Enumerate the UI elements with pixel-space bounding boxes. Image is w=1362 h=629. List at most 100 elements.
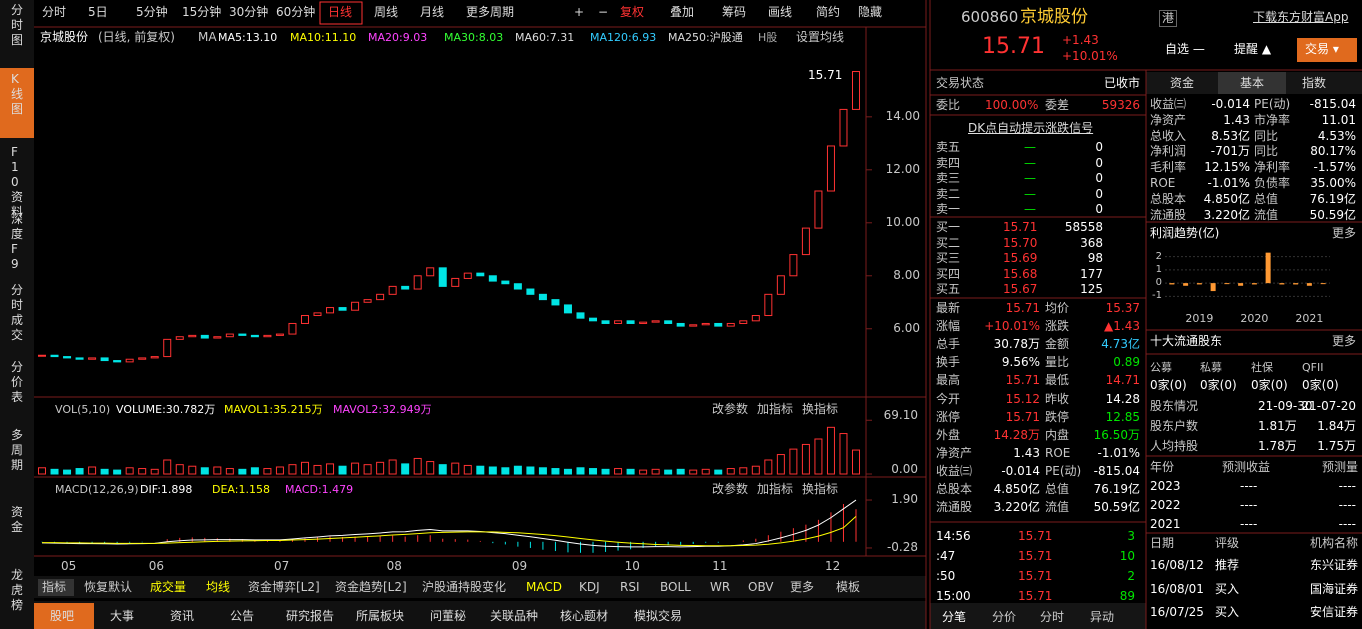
indicator-tab[interactable]: 成交量 [150,580,187,594]
nav-tab[interactable]: 问董秘 [430,609,467,623]
period-button[interactable]: 30分钟 [229,5,269,19]
info-tab[interactable]: 基本 [1240,76,1265,90]
value: 11.01 [1321,112,1356,127]
download-link[interactable]: 下载东方财富App [1253,10,1349,24]
nav-tab[interactable]: 关联品种 [490,609,539,623]
indicator-tab[interactable]: 更多 [790,580,815,594]
period-button[interactable]: 月线 [420,5,445,19]
indicator-tab[interactable]: 资金趋势[L2] [335,580,407,594]
indicator-tab[interactable]: 资金博弈[L2] [248,580,320,594]
period-button[interactable]: 周线 [374,5,399,19]
info-tab[interactable]: 指数 [1302,76,1327,90]
sidebar-tab[interactable]: 资金 [11,505,24,534]
sidebar-tab[interactable]: 多周期 [11,428,24,472]
tick-tab[interactable]: 异动 [1090,610,1115,624]
action-button[interactable]: 自选 — [1165,42,1205,56]
tool-button[interactable]: 复权 [620,5,645,19]
indicator-tab[interactable]: 沪股通持股变化 [422,580,507,594]
period-button[interactable]: 5分钟 [136,5,168,19]
sidebar-tab[interactable]: 分时成交 [11,283,24,342]
sidebar-tab[interactable]: F10资料 [11,145,24,219]
indicator-tab[interactable]: 指标 [42,580,67,594]
candle [313,312,322,317]
holder-count: 0家(0) [1302,378,1339,392]
stat-value: -1.01% [1097,445,1140,460]
stat-value: 12.85 [1105,409,1140,424]
indicator-tab[interactable]: 均线 [206,580,231,594]
period-button[interactable]: 分时 [42,5,67,19]
volume-bar [213,466,222,475]
tool-button[interactable]: + [574,5,585,19]
y-tick-label: 0 [1155,277,1162,289]
info-tab[interactable]: 资金 [1170,76,1195,90]
period-button[interactable]: 15分钟 [182,5,222,19]
indicator-tab[interactable]: 恢复默认 [84,580,133,594]
x-tick-label: 11 [712,559,728,573]
panel-button[interactable]: 换指标 [802,482,839,496]
signal-link[interactable]: DK点自动提示涨跌信号 [968,121,1094,135]
stat-value: 4.850亿 [993,482,1040,496]
panel-button[interactable]: 改参数 [712,402,749,416]
sidebar-tab[interactable]: 分价表 [11,360,24,404]
value: 1.78万 [1258,439,1297,453]
tool-button[interactable]: 简约 [816,5,841,19]
indicator-tab[interactable]: MACD [526,580,562,594]
tick-tab[interactable]: 分笔 [942,610,967,624]
nav-tab[interactable]: 大事 [110,609,135,623]
nav-tab[interactable]: 公告 [230,609,255,623]
panel-button[interactable]: 改参数 [712,482,749,496]
sidebar-tab[interactable]: K线图 [11,72,24,116]
hk-tag[interactable]: 港 [1159,10,1178,27]
nav-tab[interactable]: 模拟交易 [634,609,683,623]
nav-tab[interactable]: 研究报告 [286,609,335,623]
period-button[interactable]: 60分钟 [276,5,316,19]
action-button[interactable]: 提醒 ▲ [1234,42,1272,56]
panel-button[interactable]: 换指标 [802,402,839,416]
indicator-tab[interactable]: BOLL [660,580,691,594]
nav-tab[interactable]: 核心题材 [560,609,609,623]
indicator-tab[interactable]: OBV [748,580,774,594]
more-link[interactable]: 更多 [1331,334,1356,348]
panel-button[interactable]: 加指标 [757,482,794,496]
period-button[interactable]: 5日 [88,5,108,19]
tool-button[interactable]: 隐藏 [858,5,883,19]
label: 总值 [1254,191,1279,206]
indicator-tab[interactable]: WR [710,580,731,594]
indicator-tab[interactable]: KDJ [579,580,600,594]
indicator-tab[interactable]: RSI [620,580,640,594]
more-link[interactable]: 更多 [1331,226,1356,240]
stat-value: +10.01% [984,319,1040,334]
action-button[interactable]: 交易 ▾ [1305,42,1339,56]
period-button[interactable]: 日线 [328,5,353,19]
label: 毛利率 [1150,160,1187,175]
panel-button[interactable]: 加指标 [757,402,794,416]
ma-settings[interactable]: 设置均线 [796,30,845,44]
y-tick-label: 14.00 [885,108,920,123]
volume-bar [38,467,46,475]
tool-button[interactable]: − [598,5,609,19]
sidebar-tab[interactable]: 龙虎榜 [11,568,24,612]
y-tick-label: 12.00 [885,161,920,176]
period-button[interactable]: 更多周期 [466,5,515,19]
sidebar-tab[interactable]: 深度F9 [11,212,24,271]
tick-tab[interactable]: 分价 [992,610,1017,624]
sidebar-tab[interactable]: 分时图 [11,3,24,47]
candle [150,356,159,359]
ma-value: MA10:11.10 [290,31,357,44]
candle [376,293,385,301]
value: -0.014 [1211,97,1250,111]
tool-button[interactable]: 筹码 [722,5,747,19]
nav-tab[interactable]: 所属板块 [356,609,405,623]
tick-tab[interactable]: 分时 [1040,610,1065,624]
nav-tab[interactable]: 资讯 [170,609,195,623]
date: 16/07/25 [1150,605,1204,619]
y-tick-label: 2 [1155,250,1162,262]
ma-value: MA250:沪股通 [668,31,743,44]
indicator-tab[interactable]: 模板 [836,580,861,594]
tool-button[interactable]: 叠加 [670,5,695,19]
stat-label: 外盘 [936,427,961,442]
nav-tab[interactable]: 股吧 [50,609,75,623]
tool-button[interactable]: 画线 [768,5,793,19]
candle [501,280,510,285]
tab-active [38,579,74,596]
